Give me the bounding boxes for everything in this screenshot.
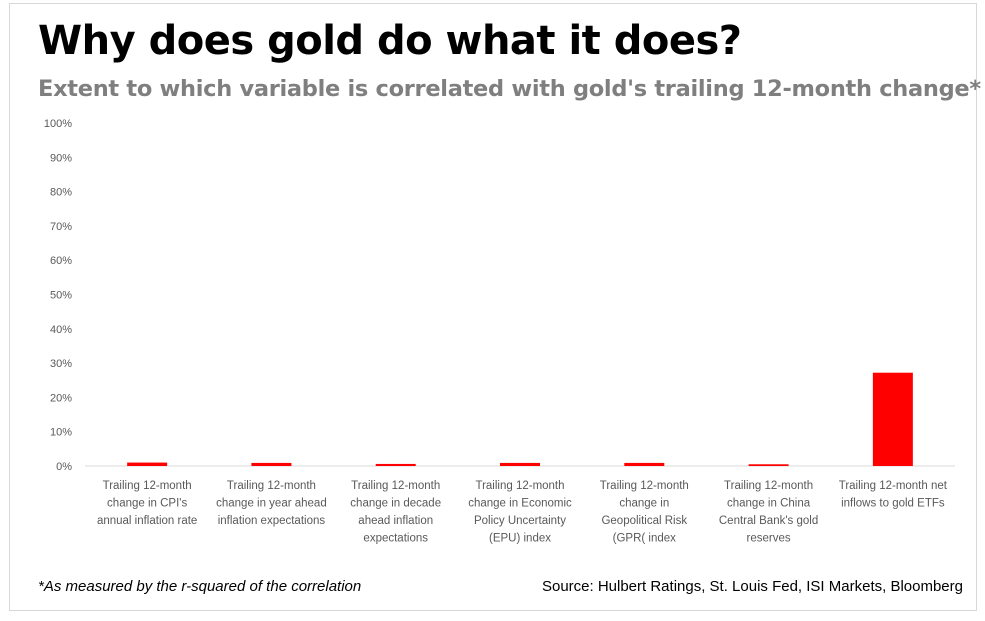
x-category-label: Trailing 12-month change in decade ahead i…: [350, 480, 441, 545]
y-tick-label: 100%: [44, 118, 72, 130]
category-label-line: (EPU) index: [489, 533, 551, 545]
bar: [127, 462, 168, 466]
category-label-line: change in decade: [350, 498, 441, 510]
bar: [872, 372, 913, 466]
category-label-line: Trailing 12-month: [351, 480, 440, 492]
category-label-line: inflows to gold ETFs: [841, 498, 945, 510]
category-label-line: Trailing 12-month: [227, 480, 316, 492]
y-tick-label: 60%: [50, 255, 72, 267]
category-label-line: (GPR( index: [613, 533, 677, 545]
y-tick-label: 0%: [56, 461, 72, 473]
category-label-line: inflation expectations: [218, 515, 326, 527]
bar: [624, 462, 665, 466]
footnote: *As measured by the r-squared of the cor…: [38, 578, 362, 595]
category-label-line: Trailing 12-month net: [839, 480, 948, 492]
category-label-line: Trailing 12-month: [600, 480, 689, 492]
x-category-label: Trailing 12-month change in Economic Polic…: [468, 480, 572, 545]
y-tick-label: 50%: [50, 290, 72, 302]
x-category-label: Trailing 12-month net inflows to gold ETF…: [839, 480, 948, 510]
category-label-line: change in Economic: [468, 498, 572, 510]
category-label-line: annual inflation rate: [97, 515, 197, 527]
y-tick-label: 10%: [50, 427, 72, 439]
x-category-label: Trailing 12-month change in China Central …: [719, 480, 818, 545]
chart-frame: [9, 3, 977, 611]
x-category-label: Trailing 12-month change in year ahead inf…: [216, 480, 327, 527]
category-label-line: Trailing 12-month: [103, 480, 192, 492]
category-label-line: Policy Uncertainty: [474, 515, 566, 527]
y-tick-label: 30%: [50, 358, 72, 370]
y-tick-label: 70%: [50, 221, 72, 233]
x-category-label: Trailing 12-month change in Geopolitical R…: [600, 480, 689, 545]
bar: [375, 463, 416, 466]
bar: [748, 464, 789, 466]
x-category-label: Trailing 12-month change in CPI's annual i…: [97, 480, 197, 527]
category-label-line: change in year ahead: [216, 498, 327, 510]
bar: [251, 462, 292, 466]
category-label-line: Geopolitical Risk: [601, 515, 687, 527]
chart-title: Why does gold do what it does?: [38, 18, 742, 64]
category-label-line: change in CPI's: [107, 498, 187, 510]
chart-subtitle: Extent to which variable is correlated w…: [38, 76, 981, 102]
y-tick-label: 20%: [50, 392, 72, 404]
y-tick-label: 90%: [50, 152, 72, 164]
bar: [500, 462, 540, 466]
y-tick-label: 40%: [50, 324, 72, 336]
category-label-line: expectations: [363, 533, 428, 545]
category-label-line: ahead inflation: [358, 515, 433, 527]
category-label-line: change in China: [727, 498, 811, 510]
category-label-line: change in: [619, 498, 669, 510]
source-note: Source: Hulbert Ratings, St. Louis Fed, …: [541, 578, 963, 595]
category-label-line: Central Bank's gold: [719, 515, 818, 527]
category-label-line: Trailing 12-month: [475, 480, 564, 492]
category-label-line: Trailing 12-month: [724, 480, 813, 492]
category-label-line: reserves: [747, 533, 791, 545]
y-tick-label: 80%: [50, 187, 72, 199]
